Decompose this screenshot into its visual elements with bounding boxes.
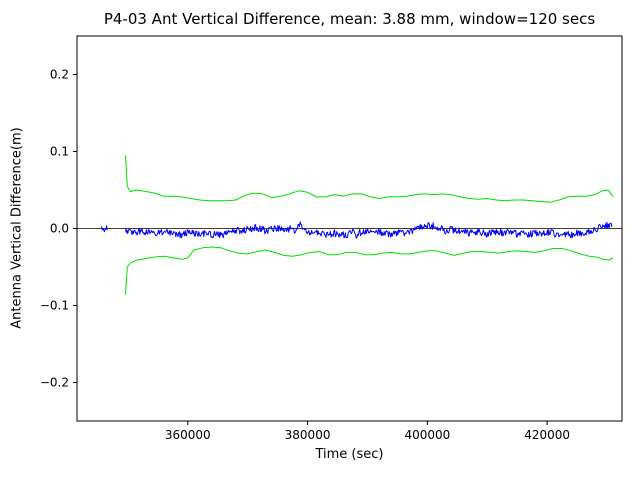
y-tick-label: 0.2	[50, 68, 69, 82]
x-axis-label: Time (sec)	[315, 447, 384, 462]
upper-window-bound-line	[125, 155, 614, 203]
x-tick-label: 380000	[285, 428, 331, 442]
y-tick-label: 0.0	[50, 222, 69, 236]
x-tick-label: 360000	[165, 428, 211, 442]
lower-window-bound-line	[125, 246, 614, 295]
antenna-vertical-difference-line-0	[101, 225, 108, 233]
y-axis-label: Antenna Vertical Difference(m)	[9, 127, 25, 329]
y-tick-label: 0.1	[50, 145, 69, 159]
y-tick-label: −0.2	[40, 376, 69, 390]
x-tick-label: 400000	[404, 428, 450, 442]
chart-title: P4-03 Ant Vertical Difference, mean: 3.8…	[103, 10, 596, 28]
antenna-vertical-difference-line-1	[125, 221, 613, 239]
y-tick-label: −0.1	[40, 299, 69, 313]
x-tick-label: 420000	[524, 428, 570, 442]
